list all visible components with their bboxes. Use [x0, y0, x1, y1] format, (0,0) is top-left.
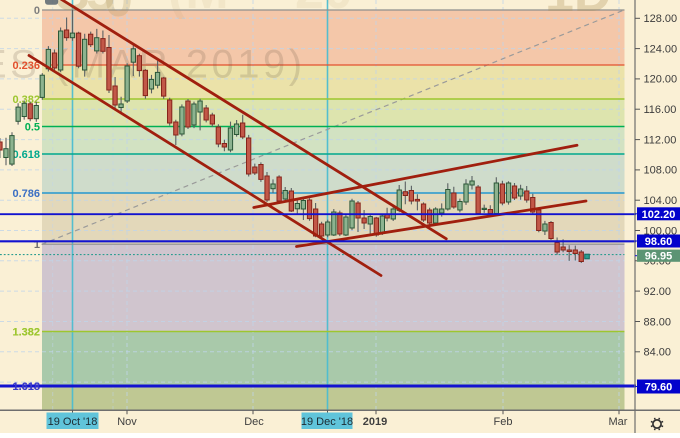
svg-text:128.00: 128.00 — [644, 13, 678, 25]
svg-text:Feb: Feb — [494, 416, 513, 428]
svg-text:20: 20 — [295, 0, 353, 20]
svg-text:96.95: 96.95 — [645, 251, 673, 263]
svg-text:120.00: 120.00 — [644, 74, 678, 86]
svg-text:0.5: 0.5 — [25, 121, 40, 133]
svg-text:Dec: Dec — [244, 416, 264, 428]
svg-text:102.20: 102.20 — [642, 209, 676, 221]
svg-text:1.382: 1.382 — [12, 326, 40, 338]
svg-text:88.00: 88.00 — [644, 316, 672, 328]
svg-text:2019: 2019 — [363, 416, 387, 428]
svg-text:1.382: 1.382 — [12, 326, 40, 338]
svg-text:0: 0 — [104, 0, 133, 28]
svg-text:(M: (M — [168, 0, 229, 20]
svg-text:124.00: 124.00 — [644, 43, 678, 55]
svg-text:Nov: Nov — [117, 416, 137, 428]
svg-text:1D: 1D — [545, 0, 611, 23]
svg-text:116.00: 116.00 — [644, 104, 677, 116]
svg-text:0.786: 0.786 — [12, 188, 40, 200]
svg-text:100.00: 100.00 — [644, 225, 678, 237]
svg-text:98.60: 98.60 — [645, 236, 673, 248]
svg-text:104.00: 104.00 — [644, 195, 678, 207]
svg-text:1.618: 1.618 — [12, 381, 40, 393]
svg-text:0.618: 0.618 — [12, 149, 40, 161]
svg-text:84.00: 84.00 — [644, 347, 672, 359]
svg-text:112.00: 112.00 — [644, 134, 677, 146]
svg-text:5: 5 — [86, 0, 115, 22]
svg-text:108.00: 108.00 — [644, 165, 678, 177]
svg-text:0.236: 0.236 — [12, 60, 40, 72]
svg-text:92.00: 92.00 — [644, 286, 672, 298]
svg-text:Mar: Mar — [609, 416, 628, 428]
svg-text:1: 1 — [34, 239, 40, 251]
svg-text:19 Oct '18: 19 Oct '18 — [48, 416, 98, 428]
svg-text:19 Dec '18: 19 Dec '18 — [301, 416, 353, 428]
svg-text:0: 0 — [34, 5, 40, 17]
svg-text:0.382: 0.382 — [12, 94, 40, 106]
svg-text:79.60: 79.60 — [645, 382, 673, 394]
